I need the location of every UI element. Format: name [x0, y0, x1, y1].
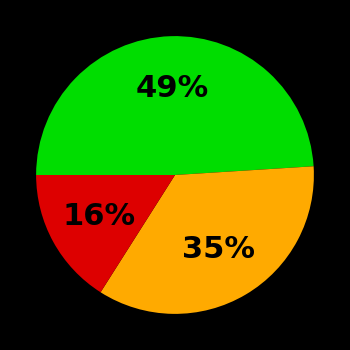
Text: 35%: 35% — [182, 234, 256, 264]
Text: 49%: 49% — [136, 75, 209, 104]
Text: 16%: 16% — [63, 202, 136, 231]
Wedge shape — [36, 36, 314, 175]
Wedge shape — [100, 166, 314, 314]
Wedge shape — [36, 175, 175, 292]
